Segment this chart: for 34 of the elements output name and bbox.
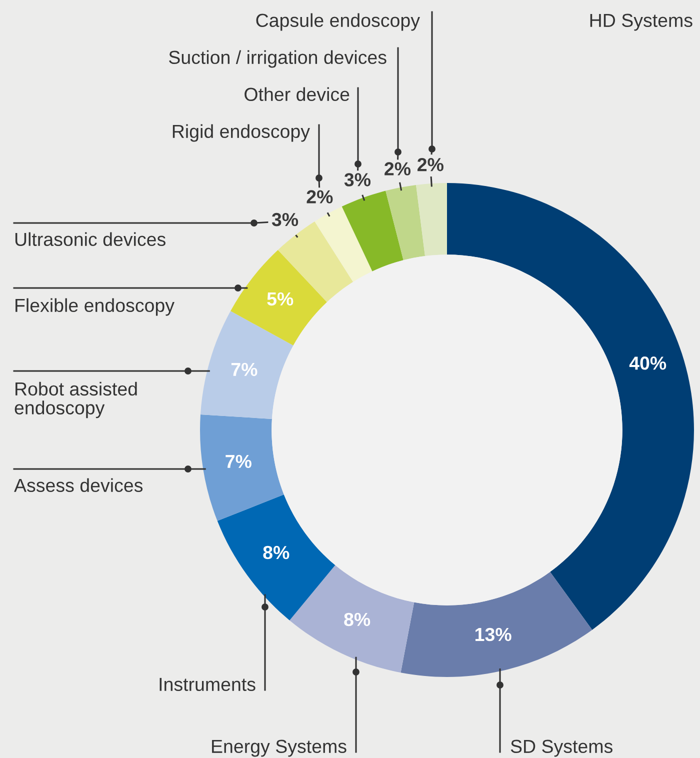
data-label: 13% [475,628,512,642]
data-label: 3% [344,173,371,186]
slice-label: Rigid endoscopy [172,124,310,142]
donut-slice [217,494,336,620]
donut-slice [416,183,447,256]
data-label: 3% [272,212,298,226]
donut-slice [230,250,327,346]
donut-slice [400,572,592,677]
slice-label: Flexible endoscopy [16,298,174,316]
donut-slice [342,190,404,272]
donut-slice [314,206,372,282]
slice-label: Assess devices [14,478,143,492]
data-label: 2% [384,162,411,176]
data-label: 7% [231,362,258,376]
donut-slice [200,414,284,521]
slice-label: Robot assisted endoscopy [14,382,137,418]
data-label: 8% [344,612,370,626]
data-label: 2% [306,190,333,204]
donut-slice [200,311,294,419]
slice-label: Suction / irrigation devices [169,50,386,68]
data-label: 5% [267,292,294,306]
slice-label: Capsule endoscopy [256,13,420,31]
donut-slice [290,565,414,673]
slice-label: Other device [244,87,350,102]
slice-label: Energy Systems [212,740,346,757]
slice-label: SD Systems [510,740,612,757]
slice-label: HD Systems [590,14,692,31]
data-label: 8% [263,546,290,560]
slice-label: Ultrasonic devices [15,232,166,246]
donut-slice [386,184,426,260]
data-label: 2% [418,158,444,172]
slice-label: Instruments [160,678,256,692]
data-label: 40% [629,356,666,370]
data-label: 7% [226,454,252,468]
